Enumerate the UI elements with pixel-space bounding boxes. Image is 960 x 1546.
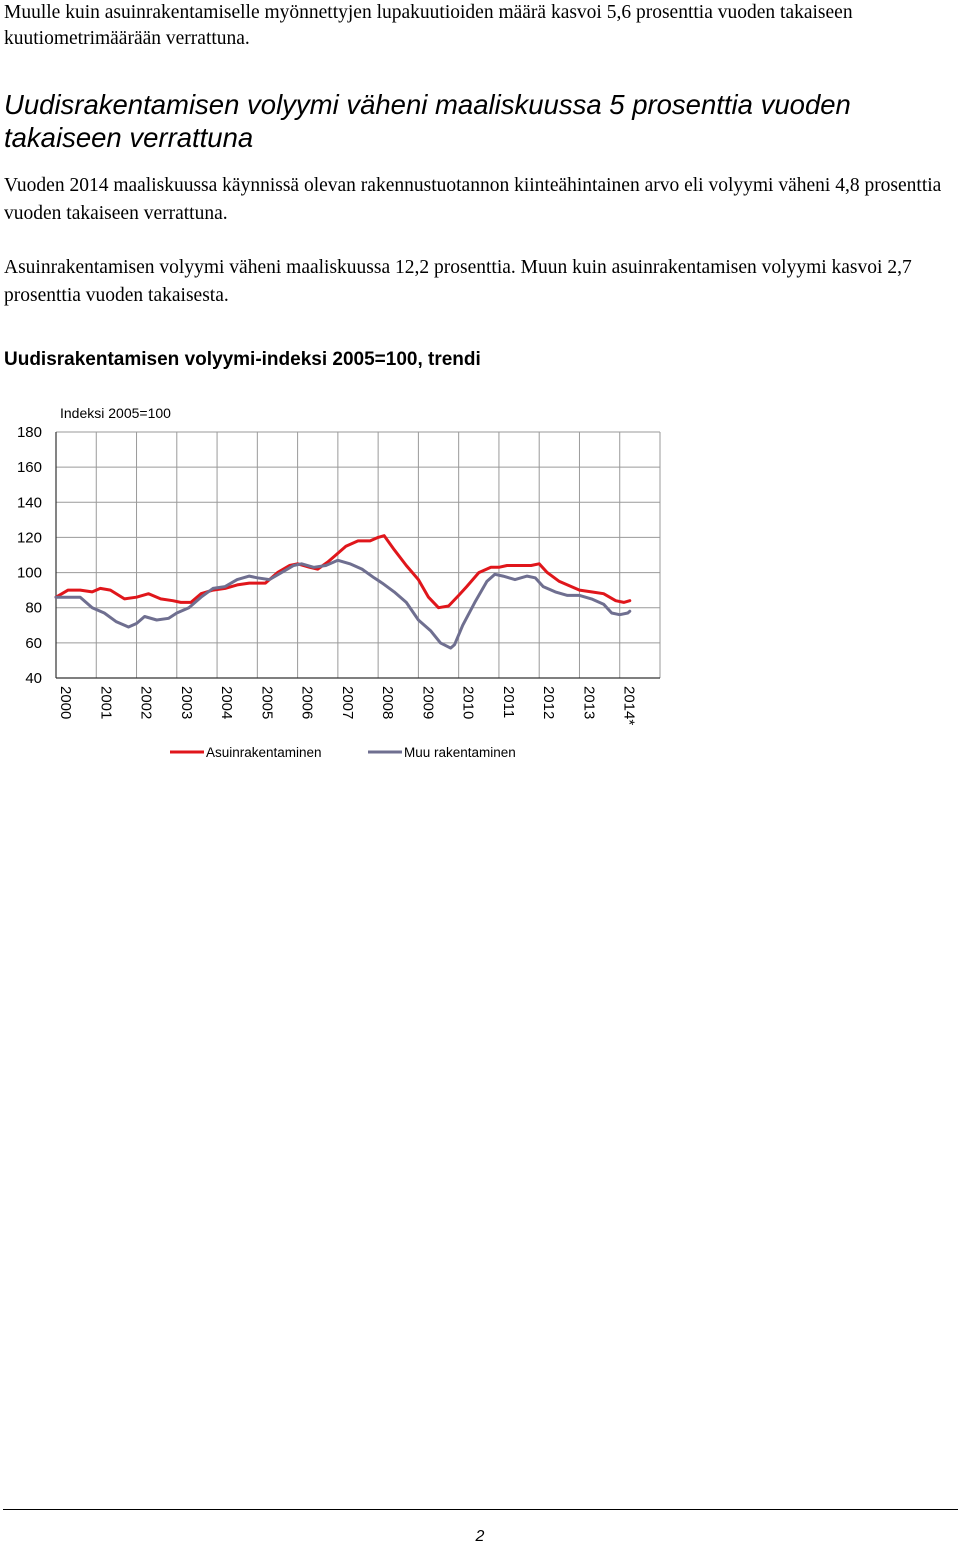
y-tick-label: 160 (17, 459, 42, 476)
x-tick-label: 2000 (57, 686, 74, 719)
x-tick-label: 2011 (500, 686, 517, 718)
y-tick-label: 180 (17, 424, 42, 441)
x-tick-label: 2006 (299, 686, 316, 719)
y-tick-label: 80 (25, 600, 42, 617)
x-tick-label: 2005 (258, 686, 275, 719)
chart-gridlines (55, 431, 660, 679)
y-tick-label: 40 (25, 670, 42, 687)
section-heading: Uudisrakentamisen volyymi väheni maalisk… (4, 89, 851, 153)
y-tick-label: 120 (17, 529, 42, 546)
legend-label: Asuinrakentaminen (206, 745, 322, 760)
page-number: 2 (475, 1528, 485, 1545)
x-tick-label: 2013 (580, 686, 597, 719)
x-tick-label: 2009 (419, 686, 436, 719)
x-tick-label: 2014* (621, 686, 638, 725)
x-tick-label: 2010 (460, 686, 477, 719)
series-line-asuinrakentaminen (54, 534, 632, 610)
x-tick-label: 2007 (339, 686, 356, 719)
y-tick-label: 100 (17, 565, 42, 582)
chart-labels: 180 160 140 120 100 80 60 40 2000 2001 2002 2003 200… (17, 405, 638, 725)
y-axis-label: Indeksi 2005=100 (60, 405, 171, 421)
x-tick-label: 2012 (540, 686, 557, 719)
body-paragraph-2: Asuinrakentamisen volyymi väheni maalisk… (4, 257, 912, 306)
footer-divider (3, 1509, 958, 1510)
body-paragraph-1: Vuoden 2014 maaliskuussa käynnissä oleva… (4, 175, 942, 224)
legend-label: Muu rakentaminen (404, 745, 516, 760)
chart-title: Uudisrakentamisen volyymi-indeksi 2005=1… (4, 349, 481, 370)
intro-paragraph: Muulle kuin asuinrakentamiselle myönnett… (4, 2, 853, 49)
line-chart: 180 160 140 120 100 80 60 40 2000 2001 2002 2003 200… (17, 405, 661, 760)
x-tick-label: 2002 (138, 686, 155, 719)
y-tick-label: 140 (17, 494, 42, 511)
x-tick-label: 2003 (178, 686, 195, 719)
chart-axes (55, 432, 661, 679)
series-line-muu-rakentaminen (54, 558, 632, 650)
x-tick-label: 2004 (218, 686, 235, 719)
x-tick-label: 2008 (379, 686, 396, 719)
chart-legend: Asuinrakentaminen Muu rakentaminen (170, 745, 516, 760)
y-tick-label: 60 (25, 635, 42, 652)
x-tick-label: 2001 (97, 686, 114, 719)
chart-series (54, 534, 632, 650)
